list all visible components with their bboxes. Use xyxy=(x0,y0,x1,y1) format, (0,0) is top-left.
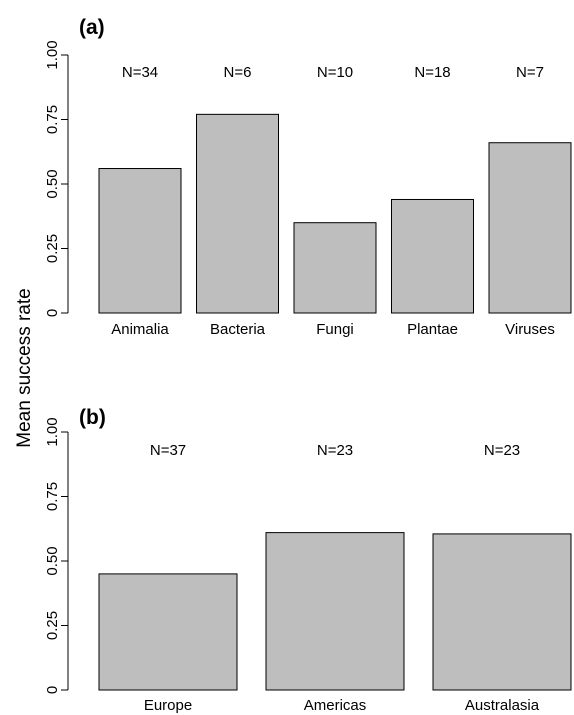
panel-b-y-tick-label: 0.25 xyxy=(44,611,61,640)
panel-b-n-label: N=23 xyxy=(317,442,353,459)
panel-b-bar-europe xyxy=(98,573,238,691)
panel-a-label: (a) xyxy=(79,16,105,39)
panel-a-category-label: Animalia xyxy=(111,321,169,338)
panel-b-n-label: N=23 xyxy=(484,442,520,459)
panel-b-label: (b) xyxy=(79,406,106,429)
panel-a-y-tick-label: 0.25 xyxy=(44,234,61,263)
panel-a-n-label: N=10 xyxy=(317,64,353,81)
panel-a-bar-viruses xyxy=(488,142,572,314)
panel-b-bar-australasia xyxy=(432,533,572,691)
panel-a-n-label: N=18 xyxy=(414,64,450,81)
panel-b-y-tick-label: 0.50 xyxy=(44,546,61,575)
panel-b-category-label: Europe xyxy=(144,697,192,714)
panel-a-bar-animalia xyxy=(98,168,182,314)
panel-b-y-tick-label: 0 xyxy=(44,686,61,694)
panel-a-bar-bacteria xyxy=(196,113,279,314)
panel-b-n-label: N=37 xyxy=(150,442,186,459)
y-axis-label: Mean success rate xyxy=(14,288,35,447)
panel-a-y-tick-label: 0.50 xyxy=(44,169,61,198)
panel-b: (b) 0 0.25 0.50 0.75 1.00 N=37 Europe N=23 Ameri… xyxy=(44,406,572,714)
panel-a-category-label: Plantae xyxy=(407,321,458,338)
panel-b-y-tick-label: 0.75 xyxy=(44,482,61,511)
panel-a-category-label: Bacteria xyxy=(210,321,266,338)
panel-a-n-label: N=34 xyxy=(122,64,158,81)
panel-b-y-tick-label: 1.00 xyxy=(44,417,61,446)
panel-a-n-label: N=6 xyxy=(224,64,252,81)
panel-b-category-label: Australasia xyxy=(465,697,540,714)
panel-a-bar-plantae xyxy=(391,198,474,314)
panel-b-category-label: Americas xyxy=(304,697,367,714)
panel-b-bar-americas xyxy=(265,532,405,691)
panel-a: (a) 0 0.25 0.50 0.75 1.00 N=34 Animalia N=6 Bact… xyxy=(44,16,572,338)
panel-a-category-label: Viruses xyxy=(505,321,555,338)
panel-a-category-label: Fungi xyxy=(316,321,354,338)
panel-a-y-tick-label: 0.75 xyxy=(44,105,61,134)
panel-a-n-label: N=7 xyxy=(516,64,544,81)
panel-a-bar-fungi xyxy=(293,222,377,314)
panel-a-y-tick-label: 1.00 xyxy=(44,40,61,69)
panel-a-y-tick-label: 0 xyxy=(44,309,61,317)
